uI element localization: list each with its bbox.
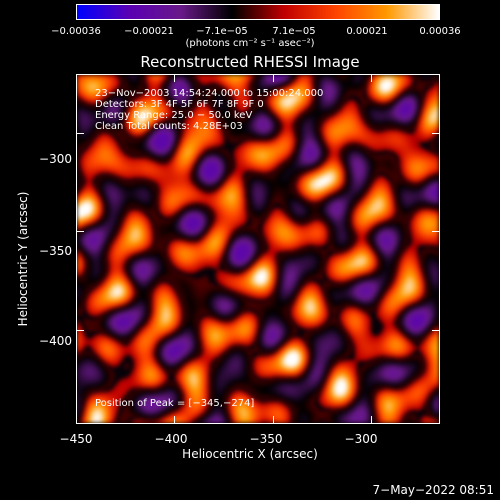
tick-mark bbox=[432, 231, 440, 233]
tick-mark bbox=[76, 132, 84, 134]
tick-mark bbox=[174, 416, 176, 424]
tick-mark bbox=[76, 231, 84, 233]
footer-timestamp: 7−May−2022 08:51 bbox=[372, 483, 495, 497]
colorbar-tick-label: 0.00021 bbox=[346, 26, 388, 37]
tick-mark bbox=[371, 74, 373, 82]
x-tick-label: −400 bbox=[154, 432, 188, 446]
tick-mark bbox=[174, 74, 176, 82]
y-tick-label: −350 bbox=[39, 244, 72, 258]
annotation-time-range: 23−Nov−2003 14:54:24.000 to 15:00:24.000 bbox=[95, 88, 324, 99]
y-axis-label: Heliocentric Y (arcsec) bbox=[16, 191, 30, 327]
colorbar-tick-label: 0.00036 bbox=[419, 26, 461, 37]
tick-mark bbox=[432, 329, 440, 331]
x-tick-label: −300 bbox=[344, 432, 378, 446]
annotation-peak-position: Position of Peak = [−345,−274] bbox=[95, 398, 255, 409]
x-tick-label: −450 bbox=[59, 432, 93, 446]
x-axis-label: Heliocentric X (arcsec) bbox=[182, 447, 318, 461]
tick-mark bbox=[371, 416, 373, 424]
colorbar bbox=[76, 4, 440, 20]
annotation-energy-range: Energy Range: 25.0 − 50.0 keV bbox=[95, 110, 253, 121]
tick-mark bbox=[76, 416, 77, 424]
colorbar-tick-label: −0.00036 bbox=[51, 26, 101, 37]
colorbar-tick-label: 7.1e−05 bbox=[272, 26, 316, 37]
annotation-detectors: Detectors: 3F 4F 5F 6F 7F 8F 9F 0 bbox=[95, 99, 264, 110]
y-tick-label: −300 bbox=[39, 152, 72, 166]
plot-area bbox=[76, 74, 440, 424]
colorbar-unit-label: (photons cm⁻² s⁻¹ asec⁻²) bbox=[185, 38, 315, 49]
tick-mark bbox=[432, 132, 440, 134]
annotation-clean-counts: Clean Total counts: 4.28E+03 bbox=[95, 121, 243, 132]
tick-mark bbox=[272, 74, 274, 82]
tick-mark bbox=[272, 416, 274, 424]
x-tick-label: −350 bbox=[249, 432, 283, 446]
tick-mark bbox=[76, 74, 77, 82]
chart-title: Reconstructed RHESSI Image bbox=[140, 53, 360, 71]
tick-mark bbox=[76, 329, 84, 331]
heatmap-image bbox=[77, 75, 439, 423]
colorbar-tick-label: −7.1e−05 bbox=[196, 26, 248, 37]
colorbar-tick-label: −0.00021 bbox=[124, 26, 174, 37]
y-tick-label: −400 bbox=[39, 334, 72, 348]
